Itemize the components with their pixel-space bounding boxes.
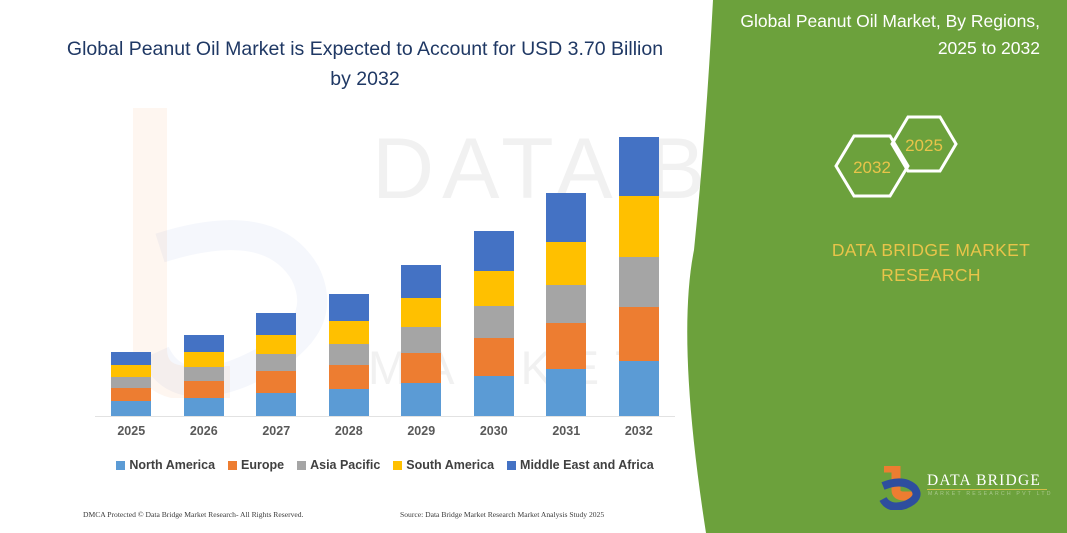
bar-segment bbox=[111, 351, 152, 366]
bar-segment bbox=[111, 377, 152, 388]
x-axis-label: 2026 bbox=[189, 424, 218, 438]
bar-segment bbox=[618, 137, 659, 197]
footer-dmca: DMCA Protected © Data Bridge Market Rese… bbox=[83, 510, 304, 519]
bar-segment bbox=[473, 375, 514, 416]
bar-segment bbox=[256, 392, 297, 416]
brand-line-1: DATA BRIDGE MARKET bbox=[831, 240, 1031, 260]
bar-segment bbox=[401, 298, 442, 327]
legend-label: South America bbox=[406, 458, 495, 472]
bar-segment bbox=[111, 365, 152, 378]
bar-segment bbox=[111, 387, 152, 402]
x-axis-label: 2031 bbox=[552, 424, 581, 438]
data-bridge-logo: DATA BRIDGE MARKET RESEARCH PVT LTD bbox=[877, 466, 1057, 514]
bar-segment bbox=[328, 364, 369, 390]
bar-segment bbox=[401, 326, 442, 353]
chart-baseline bbox=[95, 415, 675, 417]
hexagon-2025-label: 2025 bbox=[905, 136, 943, 155]
bar-segment bbox=[546, 368, 587, 416]
legend-label: Middle East and Africa bbox=[520, 458, 654, 472]
bar-column bbox=[618, 137, 659, 416]
bar-segment bbox=[473, 271, 514, 307]
bar-column bbox=[401, 265, 442, 416]
bar-column bbox=[546, 192, 587, 416]
panel-title: Global Peanut Oil Market, By Regions, 20… bbox=[740, 11, 1040, 58]
bar-segment bbox=[473, 337, 514, 376]
legend-swatch-icon bbox=[228, 460, 238, 470]
legend-label: Asia Pacific bbox=[310, 458, 381, 472]
bar-chart-plot bbox=[95, 120, 675, 416]
legend-label: Europe bbox=[241, 458, 285, 472]
bar-segment bbox=[183, 351, 224, 368]
legend-label: North America bbox=[129, 458, 216, 472]
bar-segment bbox=[183, 397, 224, 416]
legend-item[interactable]: North America bbox=[116, 458, 215, 472]
bar-segment bbox=[618, 307, 659, 362]
logo-mark-icon bbox=[879, 466, 921, 510]
legend-item[interactable]: Middle East and Africa bbox=[507, 458, 654, 472]
x-axis-label: 2027 bbox=[262, 424, 291, 438]
chart-title: Global Peanut Oil Market is Expected to … bbox=[66, 38, 664, 90]
bar-segment bbox=[183, 367, 224, 381]
x-axis-label: 2028 bbox=[334, 424, 363, 438]
logo-subtitle: MARKET RESEARCH PVT LTD bbox=[928, 491, 1053, 497]
hexagon-2032-label: 2032 bbox=[853, 158, 891, 177]
bar-segment bbox=[256, 334, 297, 355]
x-axis-label: 2029 bbox=[407, 424, 436, 438]
bar-segment bbox=[328, 389, 369, 416]
bar-segment bbox=[473, 306, 514, 338]
bar-segment bbox=[328, 343, 369, 365]
chart-legend: North America Europe Asia Pacific South Ame… bbox=[95, 455, 675, 475]
bar-column bbox=[183, 334, 224, 416]
bar-segment bbox=[183, 380, 224, 398]
bar-segment bbox=[546, 241, 587, 285]
bar-segment bbox=[256, 313, 297, 335]
brand-line-2: RESEARCH bbox=[881, 265, 981, 285]
legend-item[interactable]: Asia Pacific bbox=[297, 458, 380, 472]
bar-segment bbox=[256, 371, 297, 393]
bar-segment bbox=[256, 354, 297, 372]
bar-segment bbox=[473, 230, 514, 272]
bar-column bbox=[328, 294, 369, 416]
bar-segment bbox=[401, 383, 442, 416]
logo-name: DATA BRIDGE bbox=[927, 472, 1042, 489]
bar-segment bbox=[546, 284, 587, 324]
legend-item[interactable]: Europe bbox=[228, 458, 284, 472]
legend-swatch-icon bbox=[297, 460, 307, 470]
bar-column bbox=[256, 313, 297, 416]
legend-swatch-icon bbox=[393, 460, 403, 470]
legend-item[interactable]: South America bbox=[393, 458, 494, 472]
bar-column bbox=[473, 230, 514, 416]
hexagon-group: 2032 2025 bbox=[822, 104, 982, 214]
bar-segment bbox=[618, 257, 659, 308]
bar-column bbox=[111, 351, 152, 416]
x-axis-label: 2025 bbox=[117, 424, 146, 438]
bar-segment bbox=[618, 361, 659, 416]
bar-segment bbox=[328, 320, 369, 344]
brand-title: DATA BRIDGE MARKET RESEARCH bbox=[800, 238, 1062, 288]
x-axis-label: 2030 bbox=[479, 424, 508, 438]
legend-swatch-icon bbox=[116, 460, 126, 470]
bar-segment bbox=[183, 334, 224, 352]
footer-source: Source: Data Bridge Market Research Mark… bbox=[400, 510, 605, 519]
x-axis-labels: 2025 2026 2027 2028 2029 2030 2031 2032 bbox=[95, 424, 675, 446]
bar-segment bbox=[328, 294, 369, 321]
bar-segment bbox=[401, 265, 442, 299]
bar-segment bbox=[618, 196, 659, 258]
bar-segment bbox=[546, 323, 587, 369]
bar-segment bbox=[546, 192, 587, 242]
legend-swatch-icon bbox=[507, 460, 517, 470]
x-axis-label: 2032 bbox=[624, 424, 653, 438]
bar-segment bbox=[401, 352, 442, 384]
bar-segment bbox=[111, 401, 152, 416]
